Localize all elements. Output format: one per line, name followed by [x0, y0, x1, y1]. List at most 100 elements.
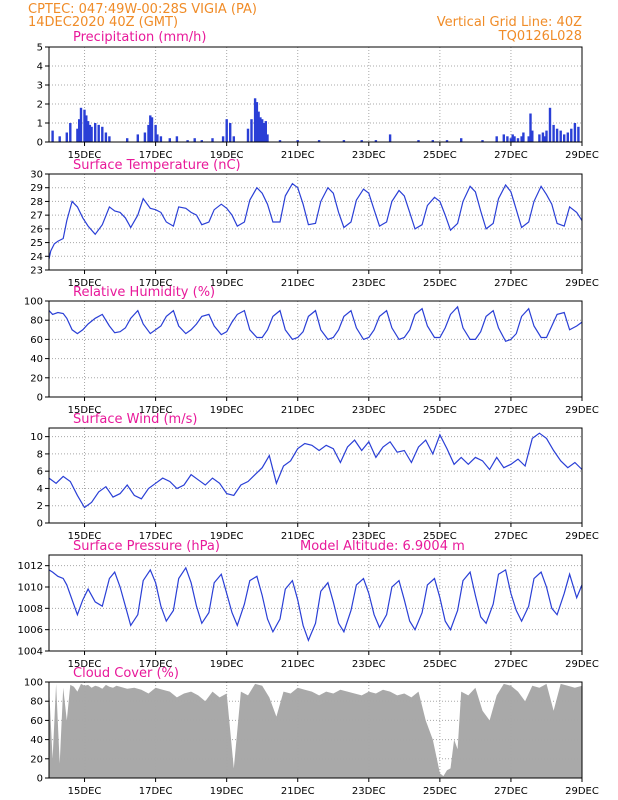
precip-bar: [232, 136, 235, 142]
precip-bar: [531, 130, 534, 142]
rh-ytick-label: 100: [24, 297, 43, 308]
precip-bar: [159, 136, 163, 142]
precip-xtick-label: 27DEC: [494, 150, 528, 161]
wind-series-line: [48, 432, 583, 509]
precip-bar: [150, 117, 154, 142]
precip-bar: [211, 138, 214, 142]
precip-bar: [193, 138, 196, 142]
precip-bar: [86, 121, 90, 142]
pres-ytick-label: 1012: [18, 561, 43, 572]
precip-bar: [520, 136, 523, 142]
precip-frame: [48, 46, 583, 143]
precip-bar: [431, 140, 434, 142]
grid-label-header: Vertical Grid Line: 40Z: [437, 15, 582, 30]
temp-xtick-label: 25DEC: [423, 278, 457, 289]
wind-ytick-label: 8: [37, 449, 43, 460]
precip-bar: [94, 123, 97, 142]
precip-bar: [516, 138, 520, 142]
model-altitude-label: Model Altitude: 6.9004 m: [300, 539, 465, 554]
run-time-header: 14DEC2020 40Z (GMT): [28, 15, 178, 30]
cloud-ytick-label: 80: [30, 697, 43, 708]
precip-bar: [541, 132, 545, 142]
precip-xtick-label: 29DEC: [565, 150, 599, 161]
rh-ytick-label: 0: [37, 393, 43, 404]
rh-xtick-label: 17DEC: [139, 405, 173, 416]
precip-bar: [257, 111, 260, 142]
precip-bar: [552, 124, 555, 142]
temp-xtick-label: 23DEC: [352, 278, 386, 289]
rh-ytick-label: 20: [30, 373, 43, 384]
precip-bar: [154, 124, 157, 142]
rh-xtick-label: 25DEC: [423, 405, 457, 416]
pressure-panel: Surface Pressure (hPa) Model Altitude: 6…: [18, 539, 599, 670]
precip-bar: [502, 134, 505, 142]
wind-ytick-label: 6: [37, 467, 43, 478]
cloud-area: [49, 683, 582, 778]
precip-xtick-label: 25DEC: [423, 150, 457, 161]
cloud-xtick-label: 29DEC: [565, 786, 599, 797]
temp-xtick-label: 17DEC: [139, 278, 173, 289]
precip-bar: [78, 119, 81, 142]
precip-bar: [506, 136, 509, 142]
cloud-ytick-label: 100: [24, 678, 43, 689]
precip-bar: [51, 130, 54, 142]
station-header: CPTEC: 047:49W-00:28S VIGIA (PA): [28, 2, 257, 17]
precip-bar: [555, 128, 559, 142]
wind-xtick-label: 15DEC: [68, 531, 102, 542]
precip-bar: [495, 136, 498, 142]
wind-ytick-label: 0: [37, 519, 43, 530]
rh-ytick-label: 80: [30, 316, 43, 327]
precip-bar: [168, 138, 171, 142]
rh-frame: [48, 300, 583, 398]
pres-xtick-label: 19DEC: [210, 659, 244, 670]
wind-xtick-label: 23DEC: [352, 531, 386, 542]
cloud-xtick-label: 21DEC: [281, 786, 315, 797]
precip-xtick-label: 19DEC: [210, 150, 244, 161]
precip-bar: [522, 132, 525, 142]
precip-bar: [126, 138, 129, 142]
pres-ytick-label: 1010: [18, 583, 43, 594]
temp-ytick-label: 28: [30, 197, 43, 208]
precip-bar: [104, 132, 108, 142]
wind-xtick-label: 25DEC: [423, 531, 457, 542]
precip-bar: [509, 138, 513, 142]
temperature-panel: Surface Temperature (nC) 23 24 25 26 27 28 29 3…: [30, 158, 599, 289]
cloud-xtick-label: 25DEC: [423, 786, 457, 797]
precip-bar: [90, 126, 93, 142]
precip-bar: [527, 136, 530, 142]
temp-ytick-label: 23: [30, 266, 43, 277]
rh-xtick-label: 27DEC: [494, 405, 528, 416]
precip-bar: [250, 119, 253, 142]
temp-ytick-label: 29: [30, 183, 43, 194]
precip-bar: [460, 138, 463, 142]
cloud-frame: [48, 681, 583, 779]
pres-frame: [48, 554, 583, 652]
wind-xtick-label: 29DEC: [565, 531, 599, 542]
precip-bar: [538, 134, 541, 142]
temp-xtick-label: 19DEC: [210, 278, 244, 289]
cloud-ytick-label: 20: [30, 754, 43, 765]
precip-bar: [175, 136, 179, 142]
precip-bar: [58, 136, 61, 142]
cloud-cover-panel: Cloud Cover (%) 0 20 40 60 80 100 15DEC 17DEC 19…: [24, 666, 599, 797]
precip-bar: [229, 123, 232, 142]
precip-xtick-label: 21DEC: [281, 150, 315, 161]
wind-xtick-label: 17DEC: [139, 531, 173, 542]
precip-bar: [200, 140, 203, 142]
precipitation-panel: Precipitation (mm/h) 0 1 2 3 4 5 15DEC 17DEC 19D…: [37, 30, 599, 161]
precip-bar: [246, 128, 250, 142]
temp-xtick-label: 29DEC: [565, 278, 599, 289]
rh-xtick-label: 19DEC: [210, 405, 244, 416]
precip-bar: [445, 140, 449, 142]
precip-bar: [548, 107, 552, 142]
precip-bar: [360, 140, 363, 142]
precip-ytick-label: 5: [37, 43, 43, 54]
temp-ytick-label: 26: [30, 224, 43, 235]
precip-bar: [511, 134, 514, 142]
precip-ytick-label: 1: [37, 119, 43, 130]
cloud-xtick-label: 17DEC: [139, 786, 173, 797]
precip-bar: [513, 136, 516, 142]
cloud-xtick-label: 19DEC: [210, 786, 244, 797]
humidity-panel: Relative Humidity (%) 0 20 40 60 80 100 15DEC 1…: [24, 285, 599, 416]
precip-bar: [79, 107, 83, 142]
